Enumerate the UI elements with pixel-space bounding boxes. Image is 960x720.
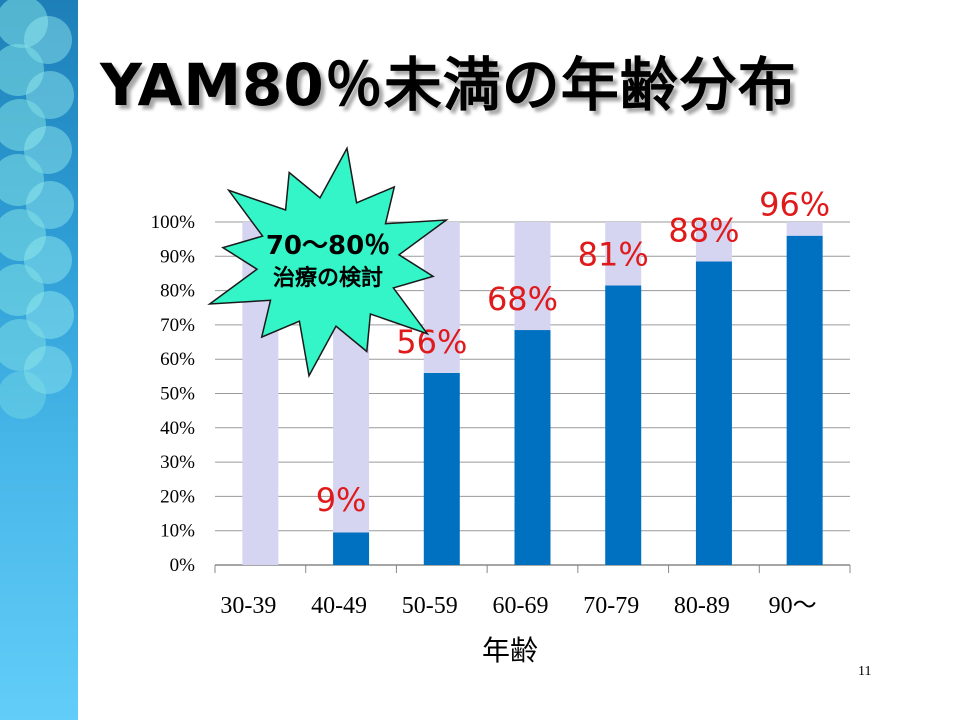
bar-main-4 (605, 285, 642, 565)
y-tick-label: 100% (151, 212, 196, 233)
bar-main-6 (786, 235, 823, 565)
bar-background-3 (514, 222, 551, 331)
y-tick-label: 70% (160, 315, 195, 336)
bars (242, 222, 823, 565)
bar-main-3 (514, 330, 551, 565)
x-category-label: 70-79 (583, 593, 639, 619)
callout-line-2: 治療の検討 (273, 265, 383, 291)
bar-background-4 (605, 222, 642, 286)
y-tick-label: 40% (160, 418, 195, 439)
bar-main-2 (423, 372, 460, 565)
x-category-label: 80-89 (674, 593, 730, 619)
bar-background-6 (786, 222, 823, 236)
y-tick-label: 20% (160, 486, 195, 507)
data-label: 96% (759, 186, 830, 224)
y-tick-label: 10% (160, 521, 195, 542)
x-category-label: 40-49 (311, 593, 367, 619)
y-axis-ticks: 0% 10% 20% 30% 40% 50% 60% 70% 80% 90% 100% (151, 212, 196, 576)
bar-background-5 (695, 222, 732, 262)
x-category-label: 30-39 (220, 593, 276, 619)
y-tick-label: 90% (160, 246, 195, 267)
x-category-label: 90～ (769, 593, 817, 619)
y-tick-label: 50% (160, 384, 195, 405)
bar-background-2 (423, 222, 460, 373)
x-axis-categories: 30-39 40-49 50-59 60-69 70-79 80-89 90～ (220, 593, 816, 619)
data-label: 68% (487, 280, 558, 318)
x-category-label: 50-59 (402, 593, 458, 619)
bubble-pattern (0, 0, 74, 419)
data-label: 81% (578, 235, 649, 273)
slide-title: YAM80％未満の年齢分布 (100, 51, 797, 119)
bar-main-5 (695, 261, 732, 565)
data-label: 9% (316, 481, 367, 519)
y-tick-label: 60% (160, 349, 195, 370)
y-tick-label: 0% (170, 555, 196, 576)
x-category-label: 60-69 (493, 593, 549, 619)
y-tick-label: 80% (160, 281, 195, 302)
y-tick-label: 30% (160, 452, 195, 473)
bar-main-1 (333, 532, 370, 565)
page-number: 11 (858, 664, 872, 679)
data-label: 56% (396, 323, 467, 361)
explosion-burst-shape (207, 146, 449, 378)
callout-burst: 70～80％ 治療の検討 (207, 146, 449, 378)
data-labels: 9% 56% 68% 81% 88% 96% (316, 186, 831, 519)
data-label: 88% (668, 211, 739, 249)
callout-line-1: 70～80％ (266, 231, 390, 261)
x-axis-title: 年齢 (482, 634, 538, 667)
side-decoration-band (0, 0, 78, 720)
